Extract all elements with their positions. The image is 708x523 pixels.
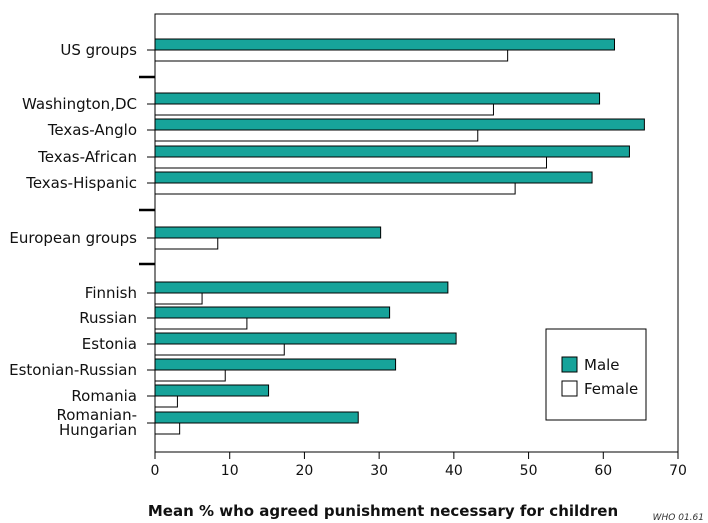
bar-female-russian bbox=[154, 317, 248, 330]
x-tick-label-30: 30 bbox=[370, 463, 388, 479]
category-label-estonian-russian: Estonian-Russian bbox=[9, 361, 137, 379]
bar-female-estonia bbox=[154, 343, 285, 356]
bar-male-russian bbox=[154, 306, 391, 319]
category-label-estonia: Estonia bbox=[82, 335, 137, 353]
x-axis-title: Mean % who agreed punishment necessary f… bbox=[148, 502, 618, 520]
bar-male-texas-hispanic bbox=[154, 171, 593, 184]
bar-male-washington-dc bbox=[154, 92, 601, 105]
x-tick-label-70: 70 bbox=[669, 463, 687, 479]
category-label-washington-dc: Washington,DC bbox=[22, 95, 137, 113]
bar-female-finnish bbox=[154, 292, 203, 305]
legend-label-female: Female bbox=[584, 380, 638, 398]
bars-layer bbox=[154, 38, 645, 435]
legend-swatch-female bbox=[561, 380, 578, 397]
bar-female-texas-hispanic bbox=[154, 182, 516, 195]
category-label-russian: Russian bbox=[79, 309, 137, 327]
legend: Male Female bbox=[545, 328, 647, 421]
legend-box bbox=[545, 328, 647, 421]
category-labels: US groups Washington,DC Texas-Anglo Texas-A… bbox=[9, 41, 155, 439]
bar-female-us-groups bbox=[154, 49, 509, 62]
category-label-texas-hispanic: Texas-Hispanic bbox=[25, 174, 137, 192]
x-tick-label-10: 10 bbox=[221, 463, 239, 479]
category-label-texas-african: Texas-African bbox=[37, 148, 137, 166]
bar-female-washington-dc bbox=[154, 103, 494, 116]
bar-female-european-groups bbox=[154, 237, 219, 250]
bar-male-texas-anglo bbox=[154, 118, 645, 131]
bar-female-estonian-russian bbox=[154, 369, 226, 382]
bar-male-estonia bbox=[154, 332, 457, 345]
category-label-us-groups: US groups bbox=[60, 41, 137, 59]
bar-female-texas-anglo bbox=[154, 129, 479, 142]
category-label-romania: Romania bbox=[71, 387, 137, 405]
x-axis: 0 10 20 30 40 50 60 70 bbox=[151, 452, 687, 479]
x-tick-label-40: 40 bbox=[445, 463, 463, 479]
x-tick-label-50: 50 bbox=[520, 463, 538, 479]
bar-female-romanian-hungarian bbox=[154, 422, 181, 435]
x-tick-label-0: 0 bbox=[151, 463, 160, 479]
x-tick-label-60: 60 bbox=[594, 463, 612, 479]
bar-female-romania bbox=[154, 395, 178, 408]
category-label-texas-anglo: Texas-Anglo bbox=[47, 121, 137, 139]
bar-male-us-groups bbox=[154, 38, 615, 51]
bar-male-finnish bbox=[154, 281, 449, 294]
category-label-romanian-hungarian: Romanian-Hungarian bbox=[56, 406, 137, 439]
group-separators bbox=[139, 75, 155, 266]
bar-male-european-groups bbox=[154, 226, 382, 239]
bar-male-estonian-russian bbox=[154, 358, 397, 371]
bar-male-romania bbox=[154, 384, 270, 397]
legend-swatch-male bbox=[561, 356, 578, 373]
category-label-finnish: Finnish bbox=[85, 284, 137, 302]
category-label-european-groups: European groups bbox=[9, 229, 137, 247]
bar-male-romanian-hungarian bbox=[154, 411, 359, 424]
bar-male-texas-african bbox=[154, 145, 630, 158]
x-tick-label-20: 20 bbox=[296, 463, 314, 479]
bar-female-texas-african bbox=[154, 156, 548, 169]
figure-credit: WHO 01.61 bbox=[653, 513, 704, 523]
legend-label-male: Male bbox=[584, 356, 620, 374]
